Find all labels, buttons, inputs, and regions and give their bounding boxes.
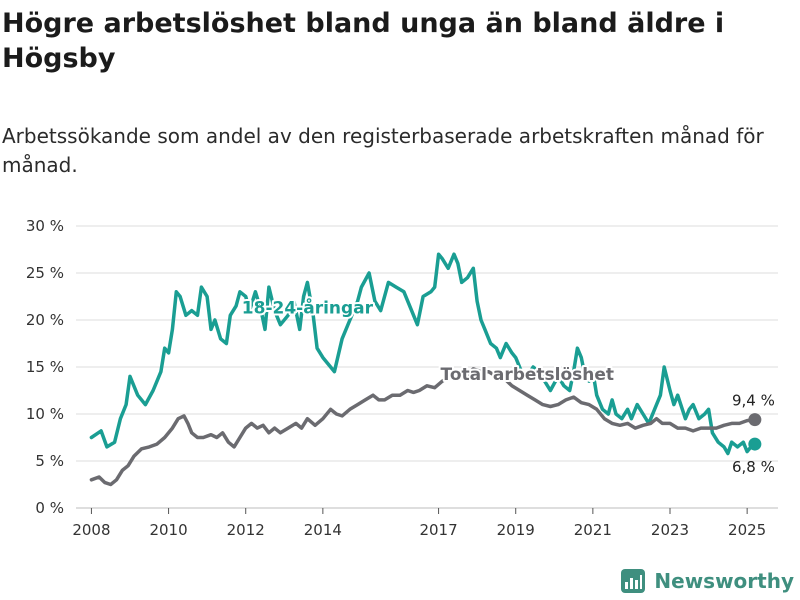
- x-tick-label: 2010: [149, 521, 187, 539]
- x-tick-label: 2012: [227, 521, 265, 539]
- end-point-total: [748, 413, 762, 427]
- series-line-total: [89, 367, 757, 487]
- series-label-total: Total arbetslöshet: [441, 365, 615, 385]
- x-tick-label: 2019: [497, 521, 535, 539]
- y-tick-label: 15 %: [26, 358, 64, 376]
- newsworthy-logo-icon: [621, 569, 646, 593]
- series-lines: [89, 252, 757, 487]
- y-tick-label: 0 %: [35, 499, 64, 517]
- x-tick-label: 2023: [651, 521, 689, 539]
- brand-name: Newsworthy: [654, 569, 794, 593]
- x-tick-label: 2014: [304, 521, 342, 539]
- series-label-youth: 18-24-åringar: [242, 296, 374, 318]
- end-value-label-youth: 6,8 %: [732, 458, 775, 476]
- end-markers: 6,8 % 9,4 %: [732, 392, 775, 476]
- x-tick-label: 2025: [728, 521, 766, 539]
- y-tick-label: 20 %: [26, 311, 64, 329]
- y-tick-label: 25 %: [26, 264, 64, 282]
- y-tick-labels: 0 % 5 % 10 % 15 % 20 % 25 % 30 %: [26, 217, 64, 517]
- series-annotations: 18-24-åringar Total arbetslöshet: [240, 294, 616, 387]
- y-gridlines: [76, 225, 778, 509]
- y-tick-label: 30 %: [26, 217, 64, 235]
- brand-logo[interactable]: Newsworthy: [620, 568, 794, 594]
- chart-subtitle: Arbetssökande som andel av den registerb…: [2, 124, 764, 177]
- end-value-label-total: 9,4 %: [732, 392, 775, 410]
- y-tick-label: 10 %: [26, 405, 64, 423]
- x-tick-label: 2008: [72, 521, 110, 539]
- end-point-youth: [748, 437, 762, 451]
- series-line-youth: [89, 252, 757, 456]
- chart-title: Högre arbetslöshet bland unga än bland ä…: [2, 8, 725, 74]
- x-tick-label: 2017: [419, 521, 457, 539]
- x-tick-label: 2021: [574, 521, 612, 539]
- y-tick-label: 5 %: [35, 452, 64, 470]
- x-axis: 2008 2010 2012 2014 2017 2019 2021 2023 2025: [72, 508, 766, 539]
